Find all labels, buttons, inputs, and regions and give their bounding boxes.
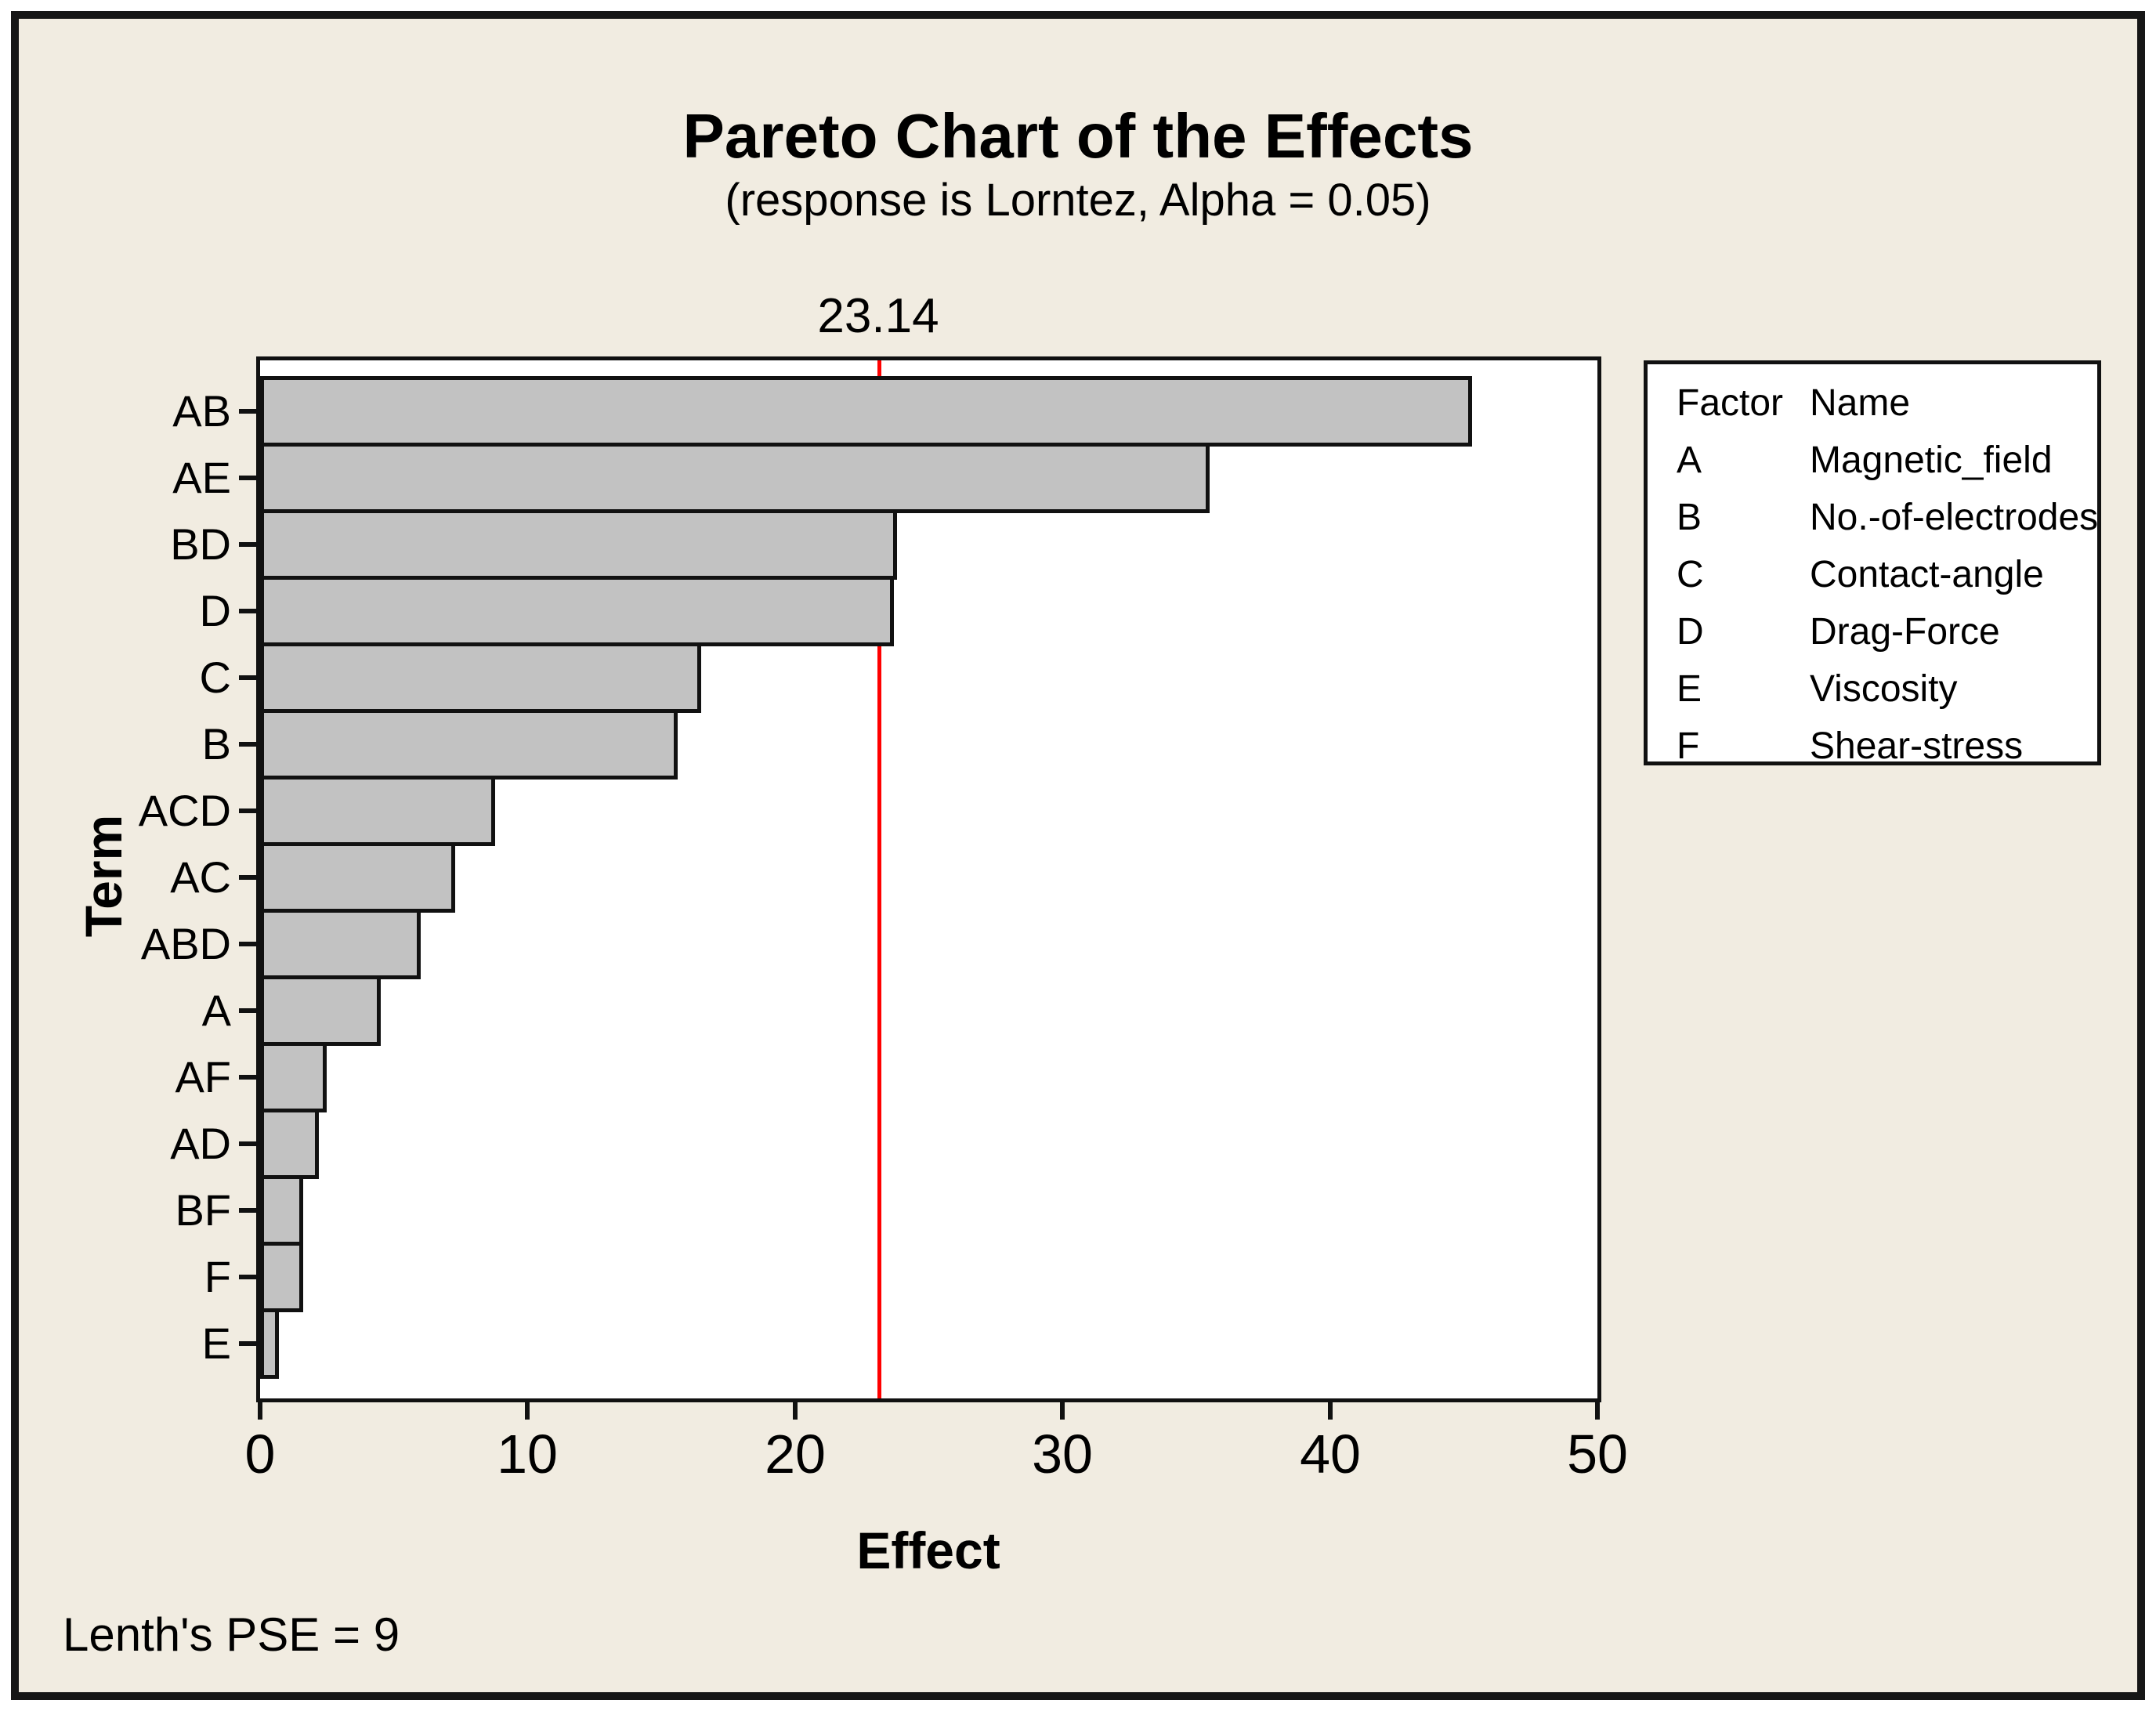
x-tick-40	[1328, 1402, 1333, 1420]
legend-box: Factor Name A Magnetic_field B No.-of-elect…	[1644, 360, 2101, 767]
bar-D	[260, 576, 894, 646]
lenths-pse-footnote: Lenth's PSE = 9	[63, 1608, 400, 1661]
y-tick-ACD	[239, 808, 256, 813]
y-tick-BF	[239, 1208, 256, 1213]
bar-BD	[260, 509, 897, 580]
legend-factor-name: Magnetic_field	[1810, 440, 2053, 481]
legend-row-f: F Shear-stress	[1677, 723, 2097, 780]
x-tick-label-0: 0	[244, 1423, 276, 1485]
y-tick-AB	[239, 409, 256, 414]
bar-ACD	[260, 776, 495, 846]
y-tick-D	[239, 609, 256, 613]
reference-line-value-label: 23.14	[817, 289, 939, 343]
term-label-ACD: ACD	[138, 786, 231, 835]
bar-AD	[260, 1109, 319, 1179]
x-axis-title: Effect	[856, 1521, 1000, 1579]
legend-factor-name: Viscosity	[1810, 668, 1958, 710]
bar-ABD	[260, 909, 421, 979]
legend-row-c: C Contact-angle	[1677, 552, 2097, 609]
x-tick-50	[1595, 1402, 1600, 1420]
y-tick-BD	[239, 542, 256, 547]
x-tick-20	[793, 1402, 798, 1420]
bar-AF	[260, 1042, 327, 1112]
term-label-A: A	[201, 986, 231, 1035]
legend-header-row: Factor Name	[1677, 380, 2097, 437]
bar-B	[260, 709, 678, 780]
bar-BF	[260, 1175, 303, 1246]
legend-factor-name: Drag-Force	[1810, 611, 2000, 653]
legend-factor-name: Contact-angle	[1810, 554, 2044, 595]
term-label-AB: AB	[172, 386, 231, 436]
x-tick-label-50: 50	[1567, 1423, 1628, 1485]
term-label-D: D	[199, 586, 231, 635]
legend-factor-name: No.-of-electrodes	[1810, 497, 2099, 538]
y-tick-E	[239, 1341, 256, 1346]
term-label-BD: BD	[170, 519, 231, 569]
x-tick-30	[1060, 1402, 1065, 1420]
y-tick-AC	[239, 875, 256, 880]
legend-row-b: B No.-of-electrodes	[1677, 494, 2099, 552]
bar-AB	[260, 376, 1472, 447]
legend-factor-code: A	[1677, 440, 1702, 481]
alpha-reference-line	[877, 360, 881, 1398]
chart-title: Pareto Chart of the Effects	[682, 101, 1474, 171]
y-tick-A	[239, 1008, 256, 1013]
term-label-AE: AE	[172, 453, 231, 502]
x-tick-10	[525, 1402, 530, 1420]
y-tick-AD	[239, 1141, 256, 1146]
y-tick-AF	[239, 1075, 256, 1080]
bar-AE	[260, 443, 1210, 513]
term-label-AF: AF	[175, 1052, 231, 1101]
plot-area	[256, 356, 1601, 1402]
x-tick-label-40: 40	[1300, 1423, 1361, 1485]
x-tick-0	[258, 1402, 262, 1420]
bar-E	[260, 1308, 279, 1379]
term-label-BF: BF	[175, 1185, 231, 1235]
term-label-AC: AC	[170, 852, 231, 902]
term-label-E: E	[201, 1319, 231, 1368]
legend-factor-name: Shear-stress	[1810, 725, 2024, 767]
bar-A	[260, 975, 381, 1046]
legend-table: Factor Name A Magnetic_field B No.-of-elect…	[1648, 364, 2099, 780]
y-tick-C	[239, 675, 256, 680]
legend-header-factor: Factor	[1677, 382, 1784, 424]
legend-header-name: Name	[1810, 382, 1911, 424]
legend-factor-code: F	[1677, 725, 1700, 767]
term-label-B: B	[201, 719, 231, 769]
legend-factor-code: C	[1677, 554, 1704, 595]
x-tick-label-30: 30	[1032, 1423, 1093, 1485]
term-label-F: F	[204, 1252, 231, 1301]
y-axis-title: Term	[74, 814, 132, 938]
y-tick-AE	[239, 476, 256, 480]
y-tick-ABD	[239, 942, 256, 946]
bar-F	[260, 1242, 303, 1312]
legend-factor-code: D	[1677, 611, 1704, 653]
figure-frame: Pareto Chart of the Effects (response is…	[11, 11, 2145, 1700]
chart-subtitle: (response is Lorntez, Alpha = 0.05)	[725, 175, 1431, 226]
bar-AC	[260, 842, 455, 913]
term-label-ABD: ABD	[140, 919, 231, 968]
y-tick-F	[239, 1275, 256, 1279]
term-label-AD: AD	[170, 1119, 231, 1168]
y-tick-B	[239, 742, 256, 747]
legend-factor-code: B	[1677, 497, 1702, 538]
bar-C	[260, 642, 701, 713]
legend-row-e: E Viscosity	[1677, 666, 2097, 723]
legend-row-d: D Drag-Force	[1677, 609, 2097, 666]
legend-row-a: A Magnetic_field	[1677, 437, 2097, 494]
x-tick-label-20: 20	[765, 1423, 826, 1485]
legend-factor-code: E	[1677, 668, 1702, 710]
x-tick-label-10: 10	[497, 1423, 558, 1485]
term-label-C: C	[199, 653, 231, 702]
